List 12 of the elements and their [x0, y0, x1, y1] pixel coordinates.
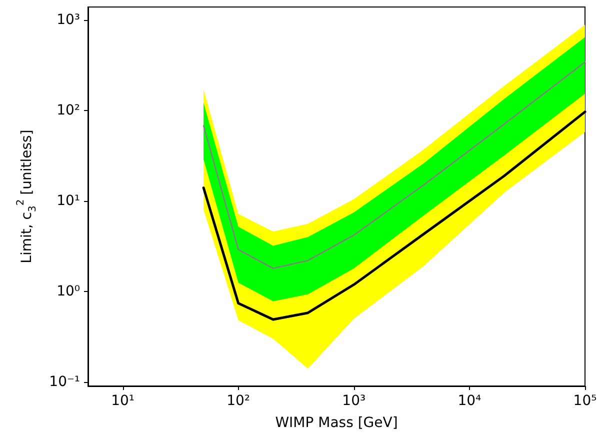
x-tick-label: 10¹	[111, 393, 135, 409]
y-tick-label: 10⁻¹	[49, 374, 80, 390]
y-axis-title: Limit, c32 [unitless]	[16, 130, 38, 264]
y-tick-label: 10⁰	[56, 283, 80, 300]
x-axis-title: WIMP Mass [GeV]	[275, 415, 398, 431]
y-tick-label: 10¹	[56, 193, 80, 210]
x-tick-label: 10²	[226, 393, 250, 409]
y-tick-label: 10³	[56, 12, 80, 28]
y-tick-label: 10²	[56, 102, 80, 119]
x-tick-label: 10⁵	[573, 393, 597, 409]
x-tick-label: 10³	[342, 393, 366, 409]
x-tick-label: 10⁴	[458, 393, 482, 409]
